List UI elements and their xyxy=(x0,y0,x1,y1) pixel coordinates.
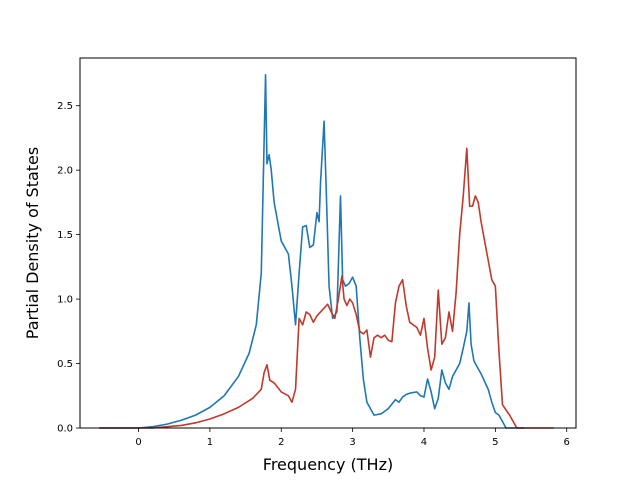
series-line-1 xyxy=(99,73,524,429)
x-axis-ticks: 0 1 2 3 4 5 6 xyxy=(135,428,570,448)
x-axis-label: Frequency (THz) xyxy=(263,455,393,474)
y-axis-ticks: 0.0 0.5 1.0 1.5 2.0 2.5 xyxy=(57,101,80,435)
y-tick-label: 0.5 xyxy=(57,359,73,370)
y-tick-label: 1.5 xyxy=(57,230,73,241)
x-tick-label: 0 xyxy=(135,437,141,448)
series-layer xyxy=(99,73,554,429)
x-tick-label: 3 xyxy=(349,437,355,448)
x-tick-label: 4 xyxy=(421,437,427,448)
plot-frame xyxy=(79,57,577,429)
y-tick-label: 1.0 xyxy=(57,295,73,306)
y-tick-label: 2.5 xyxy=(57,101,73,112)
y-tick-label: 0.0 xyxy=(57,424,73,435)
x-tick-label: 5 xyxy=(492,437,498,448)
y-axis-label: Partial Density of States xyxy=(23,147,42,339)
y-tick-label: 2.0 xyxy=(57,166,73,177)
x-tick-label: 2 xyxy=(278,437,284,448)
x-tick-label: 6 xyxy=(564,437,570,448)
x-tick-label: 1 xyxy=(207,437,213,448)
series-line-2 xyxy=(99,147,554,429)
